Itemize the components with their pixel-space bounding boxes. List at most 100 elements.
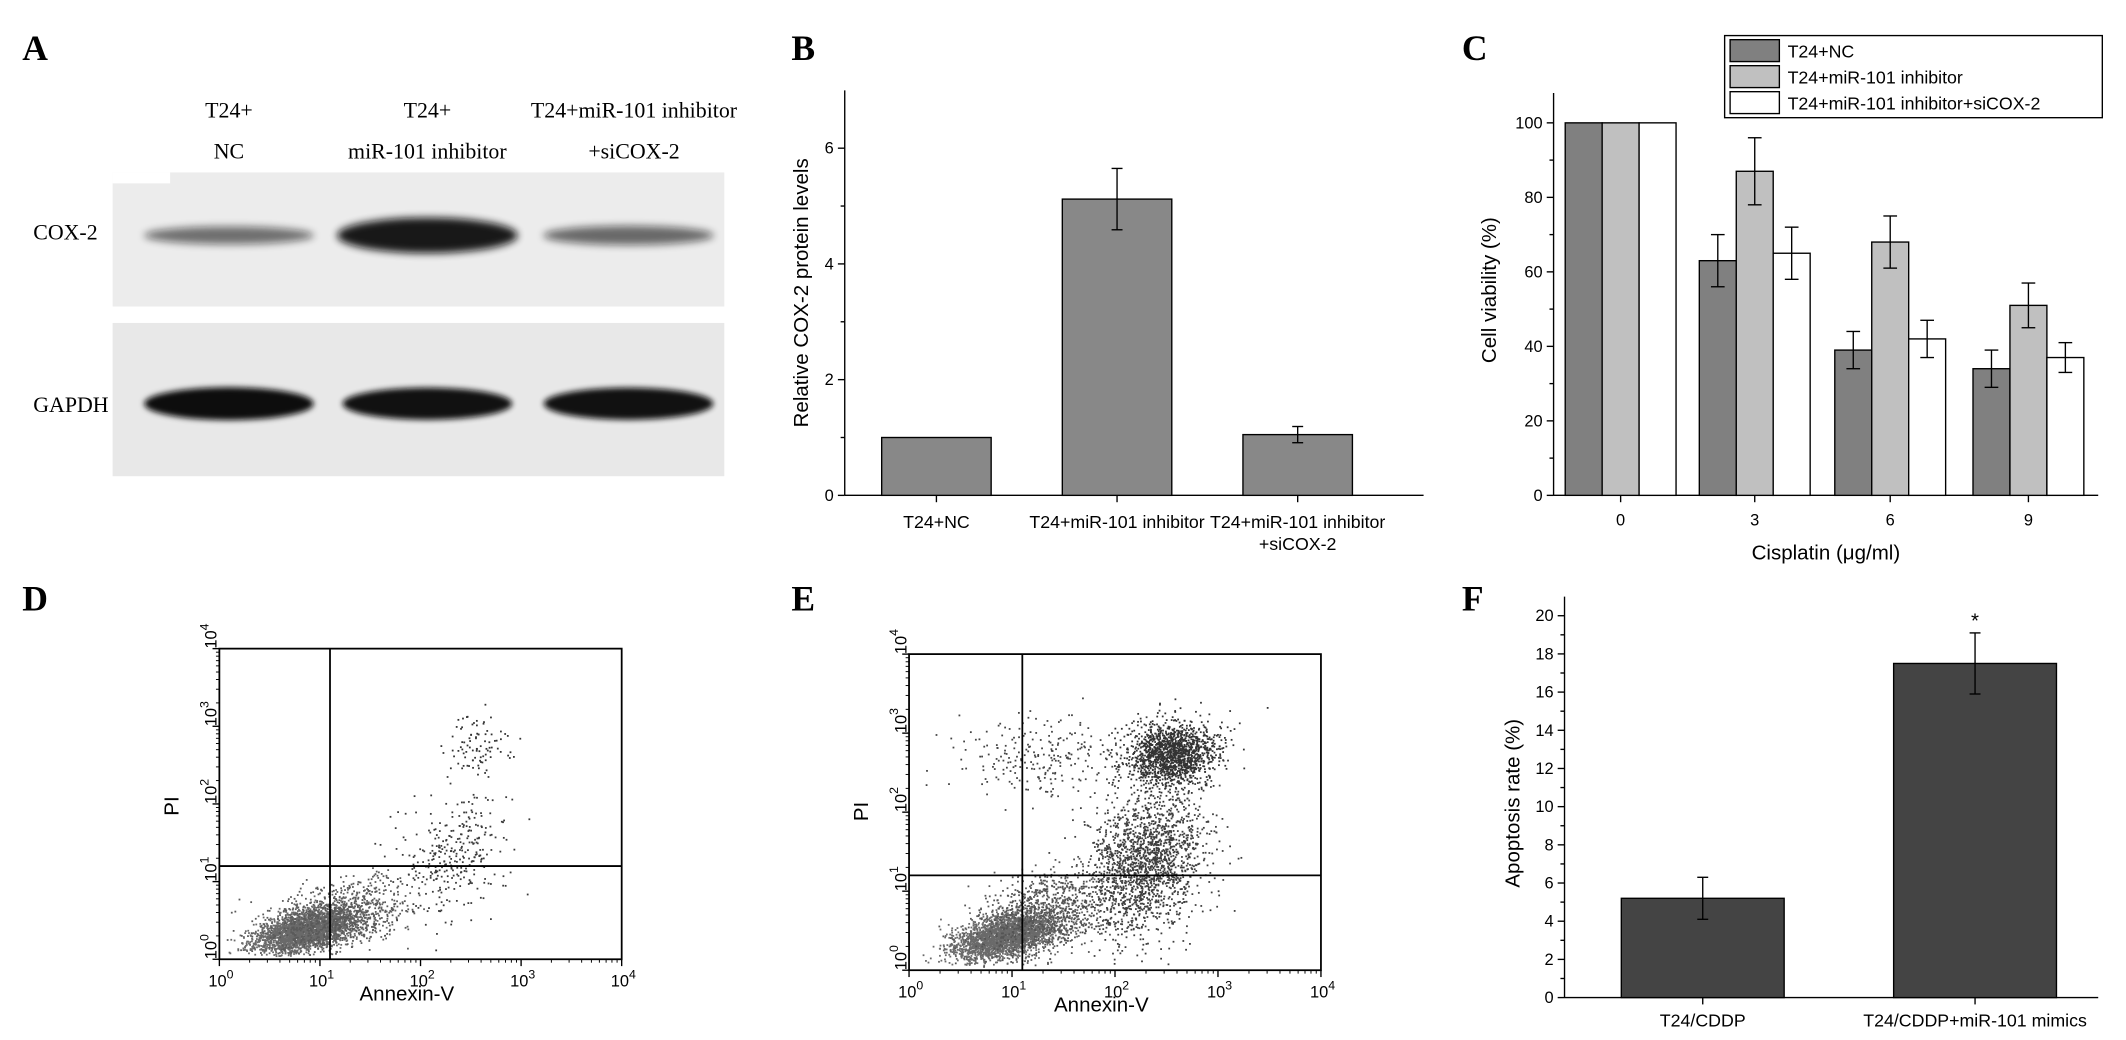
event-dot [439, 910, 442, 913]
event-dot [244, 930, 247, 933]
event-dot [368, 906, 370, 909]
event-dot [311, 942, 314, 944]
event-dot [401, 909, 404, 912]
event-dot [331, 915, 334, 918]
event-dot [949, 933, 952, 936]
x-tick-label: 101 [309, 967, 334, 990]
event-dot [245, 942, 248, 945]
event-dot [277, 940, 280, 943]
x-tick-label: 9 [2024, 511, 2033, 529]
event-dot [282, 948, 285, 951]
event-dot [290, 916, 293, 919]
event-dot [262, 945, 265, 948]
event-dot [274, 932, 277, 935]
event-dot [339, 938, 341, 941]
event-dot [248, 952, 250, 955]
event-dot [324, 897, 326, 900]
event-dot [260, 924, 263, 927]
event-dot [293, 923, 296, 926]
event-dot [336, 919, 338, 922]
event-dot [395, 916, 398, 919]
y-tick-label: 2 [825, 371, 834, 389]
event-dot [334, 927, 337, 929]
event-dot [341, 908, 344, 911]
event-dot [419, 848, 422, 851]
event-dot [295, 925, 298, 928]
event-dot [417, 876, 420, 879]
event-dot [312, 925, 315, 927]
event-dot [277, 927, 279, 930]
event-dot [429, 852, 432, 855]
event-dot [297, 910, 299, 913]
event-dot [355, 938, 358, 940]
event-dot [287, 943, 290, 946]
event-dot [296, 894, 299, 896]
event-dot [361, 934, 363, 937]
event-dot [440, 844, 443, 847]
event-dot [282, 937, 285, 940]
event-dot [370, 893, 372, 896]
event-dot [499, 850, 502, 853]
event-dot [391, 914, 394, 917]
event-dot [432, 855, 435, 858]
event-dot [289, 950, 292, 953]
event-dot [966, 949, 969, 952]
event-dot [291, 932, 294, 934]
event-dot [366, 902, 369, 904]
event-dot [277, 915, 279, 918]
event-dot [323, 943, 326, 946]
event-dot [281, 900, 284, 902]
event-dot [289, 947, 291, 950]
event-dot [263, 930, 266, 933]
event-dot [278, 948, 281, 950]
event-dot [1006, 963, 1009, 965]
event-dot [274, 945, 277, 947]
event-dot [308, 907, 310, 909]
event-dot [258, 941, 261, 943]
event-dot [290, 951, 293, 954]
event-dot [954, 949, 957, 952]
event-dot [349, 927, 352, 930]
event-dot [345, 940, 348, 942]
event-dot [476, 748, 478, 750]
event-dot [449, 850, 452, 853]
event-dot [333, 895, 336, 898]
event-dot [305, 951, 308, 954]
event-dot [299, 887, 302, 890]
event-dot [297, 914, 299, 917]
event-dot [444, 824, 447, 827]
event-dot [389, 815, 392, 818]
event-dot [489, 750, 492, 753]
x-axis-title: Annexin-V [360, 982, 455, 1005]
event-dot [237, 948, 240, 951]
event-dot [324, 904, 327, 906]
event-dot [277, 942, 280, 945]
event-dot [277, 917, 279, 920]
event-dot [956, 951, 958, 954]
event-dot [374, 911, 377, 913]
event-dot [459, 841, 462, 844]
event-dot [317, 906, 320, 909]
event-dot [299, 947, 302, 950]
event-dot [1023, 947, 1026, 950]
event-dot [426, 910, 429, 913]
event-dot [479, 745, 482, 748]
event-dot [957, 943, 960, 946]
event-dot [340, 876, 342, 879]
event-dot [378, 914, 380, 917]
event-dot [1007, 949, 1010, 951]
event-dot [340, 907, 342, 910]
event-dot [948, 962, 951, 964]
event-dot [323, 912, 326, 915]
event-dot [313, 901, 316, 904]
event-dot [375, 870, 378, 873]
event-dot [260, 945, 263, 947]
event-dot [427, 859, 430, 862]
event-dot [272, 933, 275, 936]
event-dot [372, 867, 374, 870]
event-dot [379, 917, 381, 920]
event-dot [323, 932, 326, 934]
flow-plot-d: 100100101101102102103103104104Annexin-VP… [160, 623, 636, 1005]
event-dot [509, 751, 512, 754]
